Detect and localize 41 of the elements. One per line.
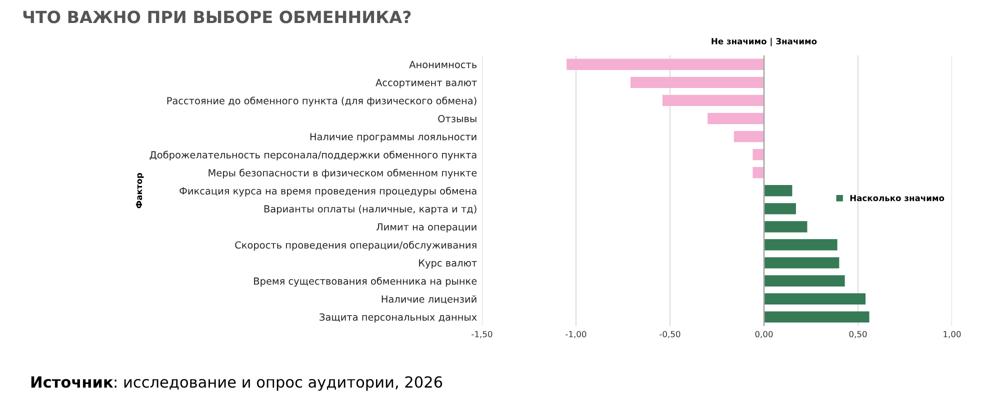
x-tick-label: -1,50	[472, 330, 492, 338]
x-tick-label: -0,50	[660, 330, 680, 338]
y-tick-label: Фиксация курса на время проведения процедуры обмена	[180, 186, 476, 196]
x-tick-label: 1,00	[944, 330, 961, 338]
bar	[764, 221, 808, 232]
y-tick-label: Наличие лицензий	[382, 295, 476, 304]
text: ЧТО ВАЖНО ПРИ ВЫБОРЕ ОБМЕННИКА?	[23, 10, 411, 24]
bar	[734, 130, 764, 142]
bar	[764, 293, 866, 304]
y-tick-label: Наличие программы лояльности	[310, 133, 476, 142]
y-tick-label: Меры безопасности в физическом обменном пункте	[208, 168, 477, 178]
x-tick-label: -1,00	[566, 330, 586, 338]
bar	[752, 148, 764, 160]
bar	[764, 275, 845, 286]
y-tick-label: Скорость проведения операции/обслуживания	[235, 240, 476, 251]
bar	[764, 203, 796, 214]
bar	[764, 185, 792, 196]
bar	[662, 94, 764, 106]
y-axis-title: Фактор	[136, 172, 144, 208]
bar	[630, 76, 764, 88]
bar	[752, 167, 764, 178]
y-tick-label: Отзывы	[438, 114, 476, 122]
x-tick-label: 0,00	[755, 330, 773, 338]
legend-label: Насколько значимо	[850, 194, 944, 202]
y-tick-label: Расстояние до обменного пункта (для физического обмена)	[167, 96, 476, 106]
bar	[764, 311, 870, 323]
bar	[764, 239, 838, 250]
y-tick-label: Варианты оплаты (наличные, карта и тд)	[264, 205, 476, 214]
bar	[764, 257, 840, 268]
bar	[566, 58, 764, 70]
y-tick-label: Анонимность	[409, 60, 477, 68]
y-tick-label: Лимит на операции	[376, 223, 476, 232]
x-tick-label: 0,50	[849, 330, 867, 338]
y-tick-label: Курс валют	[419, 259, 477, 269]
chart-subtitle: Не значимо | Значимо	[712, 38, 817, 46]
y-tick-label: Время существования обменника на рынке	[254, 277, 477, 287]
text: Источник: исследование и опрос аудитории, 2026	[31, 376, 442, 391]
bar	[708, 112, 764, 124]
y-tick-label: Защита персональных данных	[320, 313, 477, 323]
y-tick-label: Доброжелательность персонала/поддержки обменного пункта	[150, 150, 476, 160]
y-tick-label: Ассортимент валют	[376, 79, 477, 88]
